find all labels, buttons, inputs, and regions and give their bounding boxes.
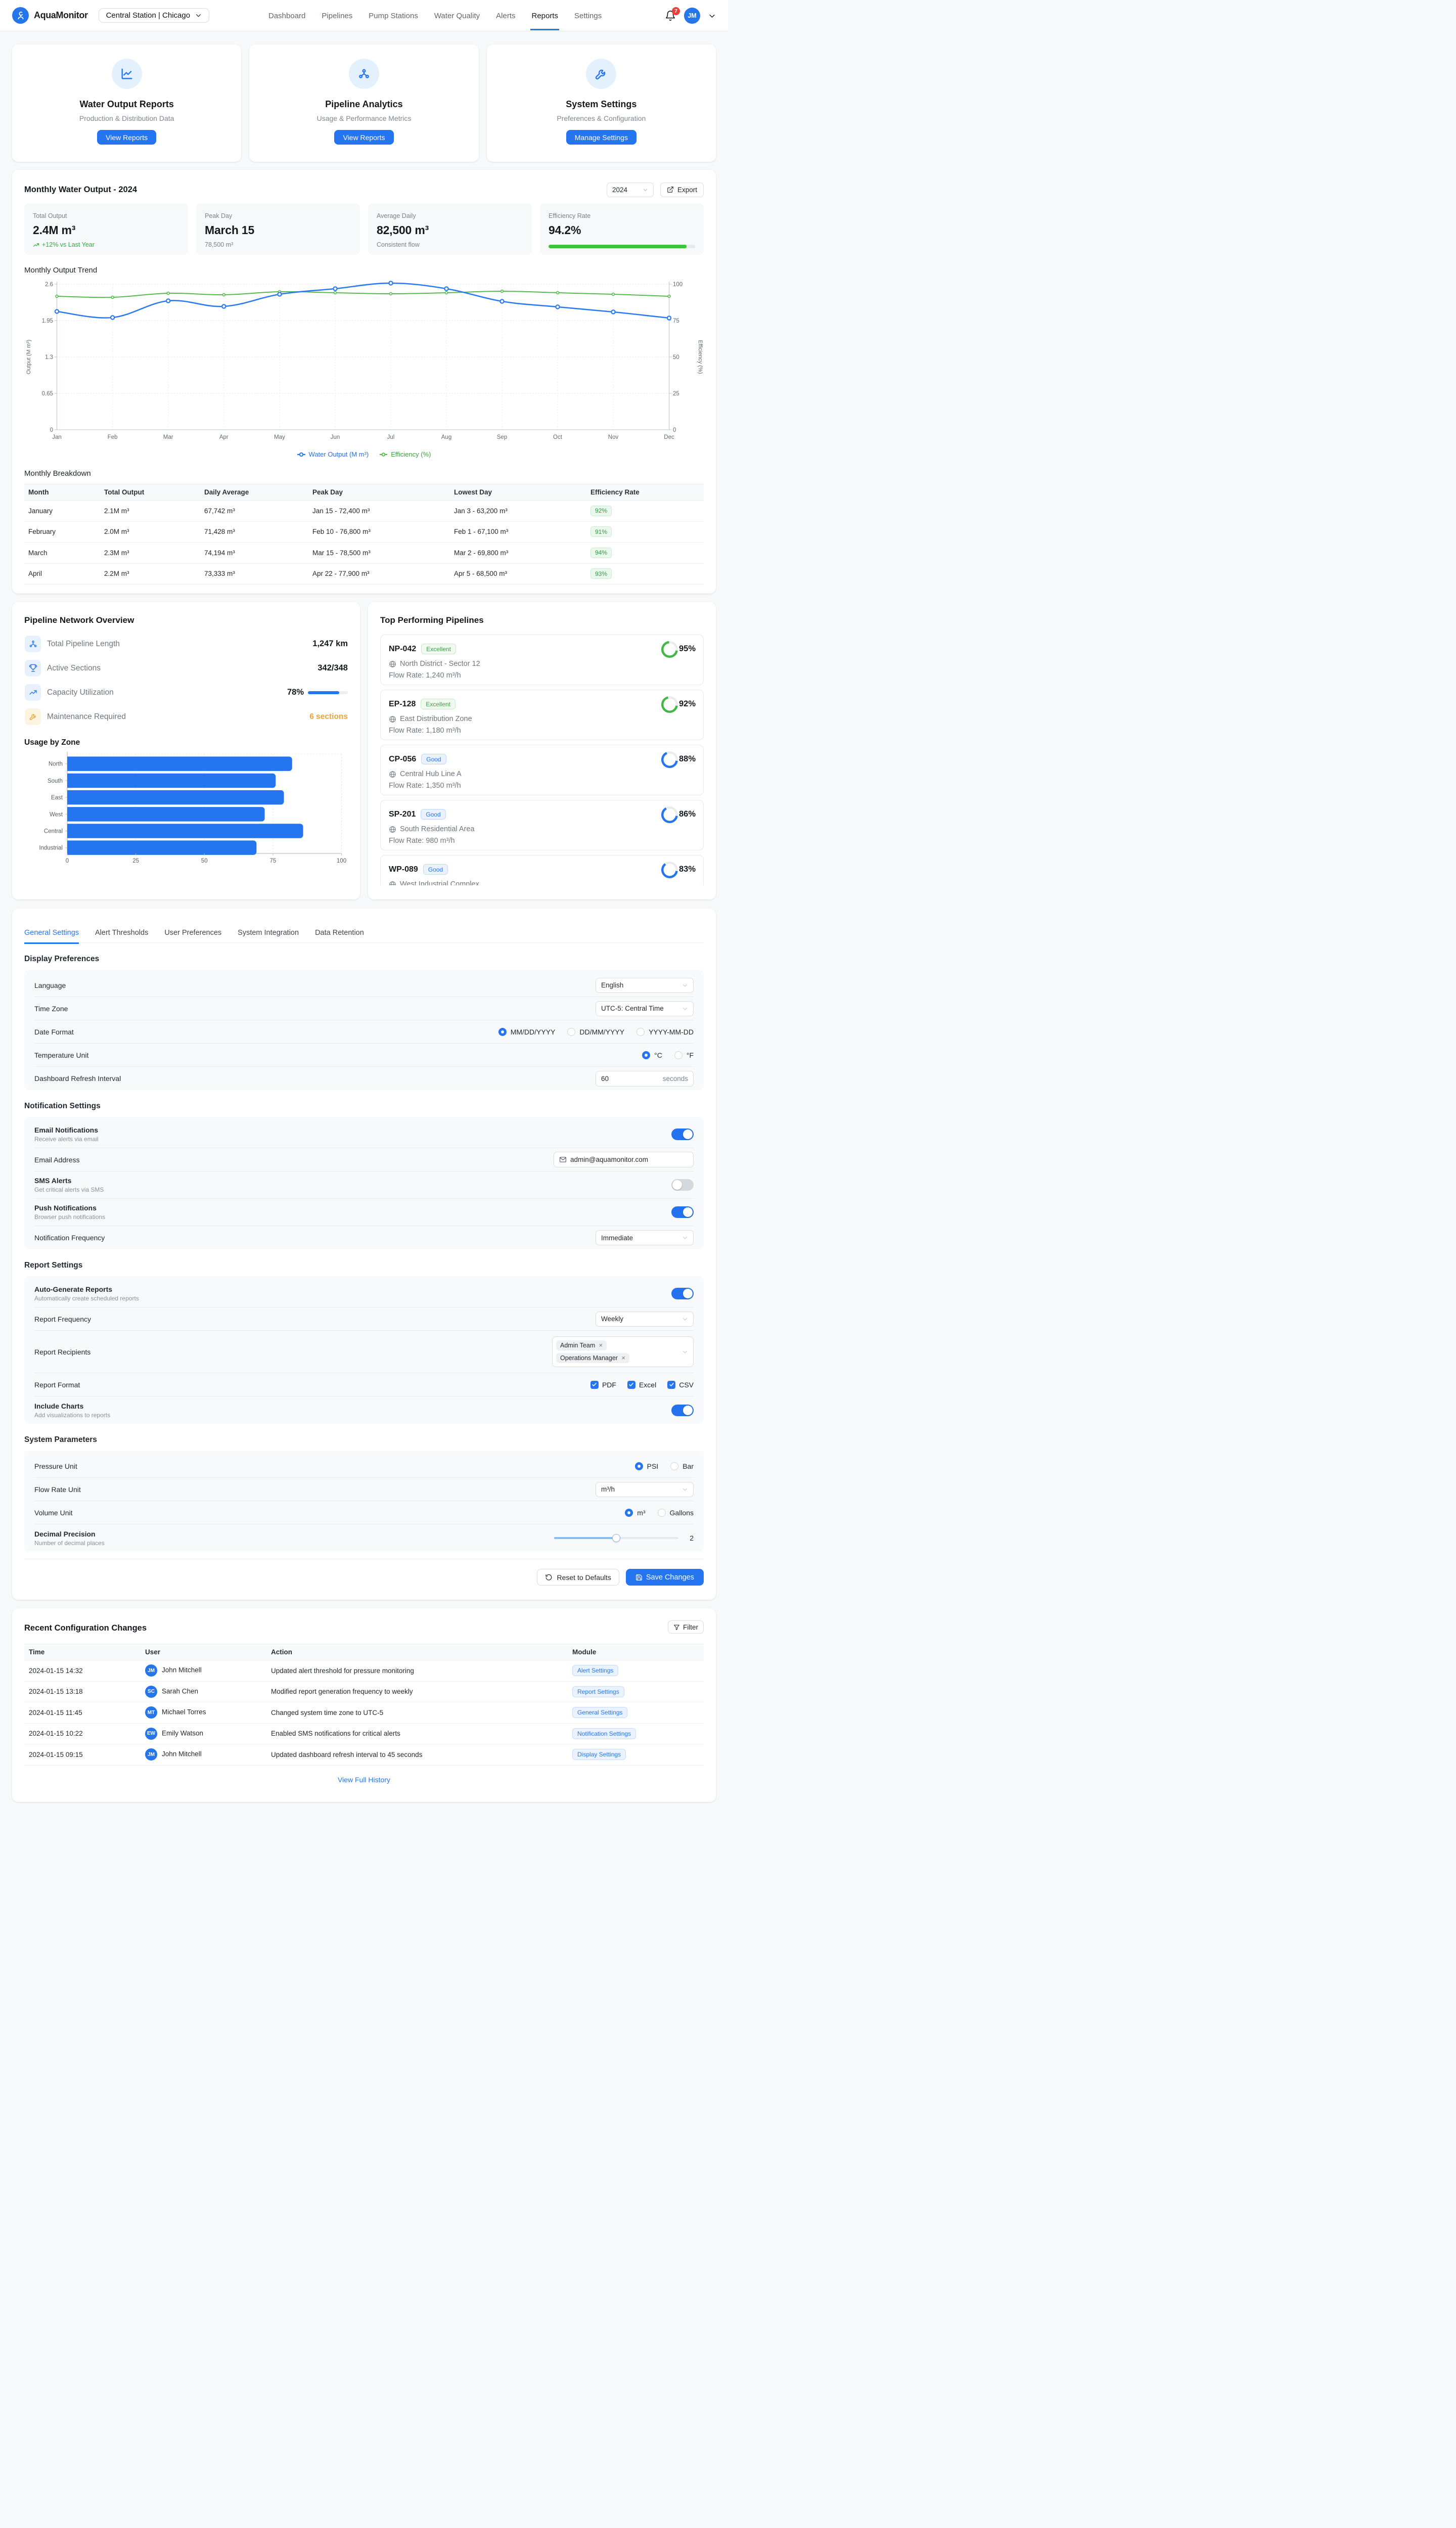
svg-text:East: East bbox=[51, 795, 63, 801]
svg-text:0: 0 bbox=[66, 858, 69, 864]
svg-text:Oct: Oct bbox=[553, 434, 563, 440]
svg-text:25: 25 bbox=[673, 391, 679, 397]
svg-text:Apr: Apr bbox=[219, 434, 229, 440]
svg-text:North: North bbox=[49, 761, 63, 768]
svg-text:50: 50 bbox=[201, 858, 208, 864]
svg-text:25: 25 bbox=[132, 858, 139, 864]
svg-text:Dec: Dec bbox=[664, 434, 674, 440]
svg-text:Jul: Jul bbox=[387, 434, 395, 440]
svg-text:Feb: Feb bbox=[108, 434, 118, 440]
svg-text:0.65: 0.65 bbox=[42, 391, 53, 397]
svg-text:75: 75 bbox=[673, 318, 679, 324]
svg-text:Efficiency (%): Efficiency (%) bbox=[697, 340, 703, 374]
svg-text:South: South bbox=[48, 778, 63, 784]
svg-text:Nov: Nov bbox=[608, 434, 619, 440]
svg-text:0: 0 bbox=[50, 427, 53, 433]
svg-text:Jan: Jan bbox=[52, 434, 62, 440]
svg-text:Jun: Jun bbox=[331, 434, 340, 440]
svg-text:Central: Central bbox=[44, 829, 63, 835]
svg-text:75: 75 bbox=[270, 858, 277, 864]
svg-text:2.6: 2.6 bbox=[45, 282, 53, 288]
svg-text:100: 100 bbox=[337, 858, 346, 864]
svg-text:0: 0 bbox=[673, 427, 676, 433]
svg-text:May: May bbox=[274, 434, 285, 440]
svg-text:Mar: Mar bbox=[163, 434, 173, 440]
svg-text:Industrial: Industrial bbox=[39, 845, 63, 851]
svg-text:West: West bbox=[50, 811, 63, 818]
svg-text:50: 50 bbox=[673, 354, 679, 360]
svg-text:1.3: 1.3 bbox=[45, 354, 53, 360]
svg-text:Aug: Aug bbox=[441, 434, 451, 440]
svg-text:1.95: 1.95 bbox=[42, 318, 53, 324]
svg-text:100: 100 bbox=[673, 282, 682, 288]
svg-text:Output (M m³): Output (M m³) bbox=[26, 340, 32, 374]
svg-text:Sep: Sep bbox=[497, 434, 507, 440]
